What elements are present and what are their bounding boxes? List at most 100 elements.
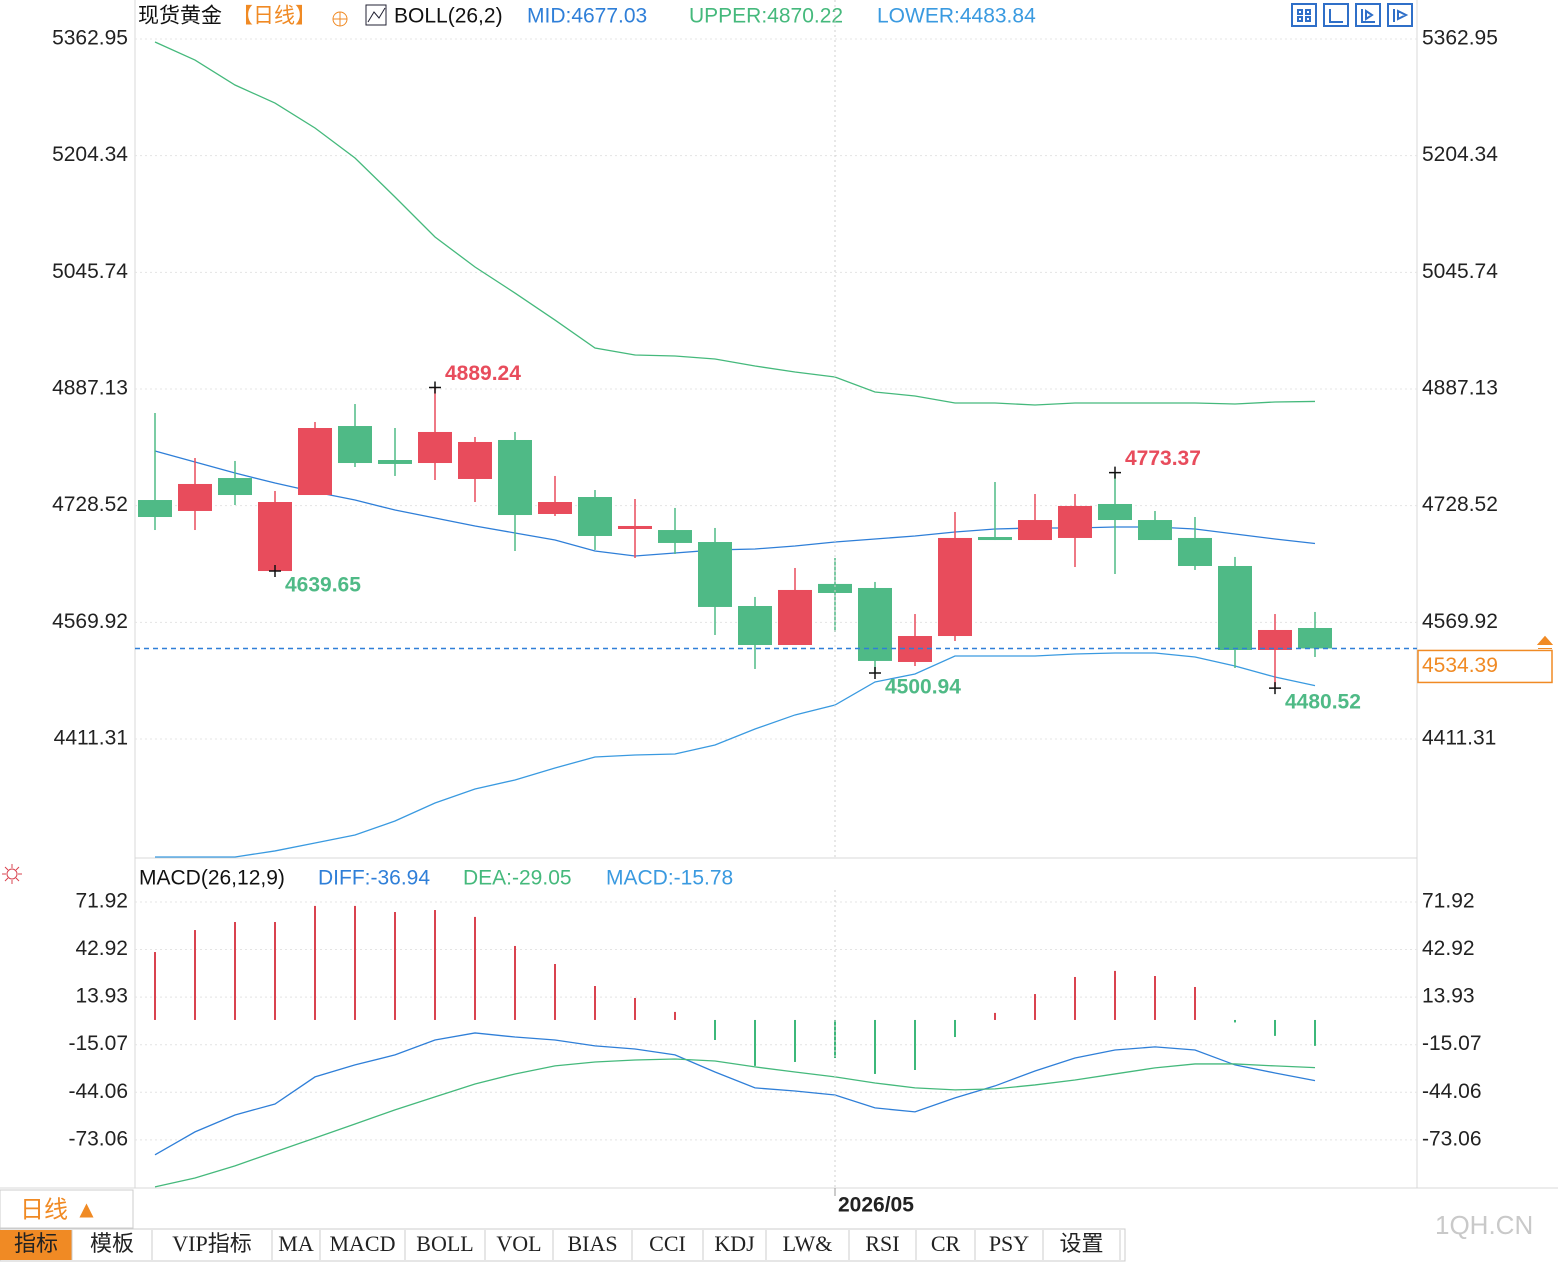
extreme-label: 4889.24 xyxy=(445,362,521,385)
candle-body xyxy=(1258,629,1292,650)
candle-body xyxy=(778,589,812,645)
y-tick-label-right: 4887.13 xyxy=(1422,377,1498,400)
last-price-label: 4534.39 xyxy=(1422,654,1498,677)
toolbar-tab[interactable]: 指标 xyxy=(14,1231,58,1256)
candle-body xyxy=(698,542,732,607)
toolbar-tab[interactable]: 设置 xyxy=(1059,1231,1103,1256)
indicator-line xyxy=(154,1058,1316,1188)
candle-body xyxy=(418,431,452,464)
candle-body xyxy=(618,525,652,529)
toolbar-tab[interactable]: MACD xyxy=(329,1231,395,1256)
toolbar-tab[interactable]: KDJ xyxy=(714,1231,755,1256)
toolbar-tab[interactable]: CCI xyxy=(649,1231,686,1256)
candle-body xyxy=(138,500,172,518)
indicator-name: BOLL(26,2) xyxy=(394,5,503,28)
toolbar-tab[interactable]: LW& xyxy=(783,1231,833,1256)
toolbar-tab[interactable]: VIP指标 xyxy=(172,1231,251,1256)
indicator-line xyxy=(154,1032,1316,1156)
extreme-marker xyxy=(1109,466,1121,479)
legend-diff: DIFF:-36.94 xyxy=(318,867,430,890)
indicator-line xyxy=(155,652,1316,858)
extreme-marker xyxy=(429,381,441,394)
toolbar-tab[interactable]: BIAS xyxy=(567,1231,617,1256)
candle-body xyxy=(1178,537,1212,566)
candle-body xyxy=(178,483,212,511)
y-tick-label-right: -44.06 xyxy=(1422,1080,1482,1103)
y-tick-label-right: -73.06 xyxy=(1422,1127,1482,1150)
legend-mid: MID:4677.03 xyxy=(527,5,647,28)
y-tick-label: 4411.31 xyxy=(54,727,128,750)
instrument-title: 现货黄金 xyxy=(138,5,222,28)
x-tick-label: 2026/05 xyxy=(838,1194,914,1217)
y-tick-label-right: 5362.95 xyxy=(1422,27,1498,50)
extreme-label: 4639.65 xyxy=(285,574,361,597)
last-price-arrow xyxy=(1536,635,1554,649)
y-tick-label: 42.92 xyxy=(75,937,128,960)
indicator-line xyxy=(154,450,1316,557)
frame xyxy=(0,0,1558,1189)
toolbar-bg xyxy=(0,1228,1126,1262)
y-tick-label: -15.07 xyxy=(68,1032,128,1055)
y-tick-label-right: 5045.74 xyxy=(1422,260,1498,283)
toolbar-tab[interactable]: RSI xyxy=(865,1231,899,1256)
toolbar: 指标 模板 VIP指标 MA MACD BOLL VOL BIAS CCI KDJ LW& RSI CR… xyxy=(0,1228,1126,1262)
period-button-box[interactable] xyxy=(0,1189,134,1229)
extreme-marker xyxy=(869,667,881,680)
toolbar-tab[interactable]: PSY xyxy=(989,1231,1029,1256)
candle-body xyxy=(378,460,412,464)
legend-lower: LOWER:4483.84 xyxy=(877,5,1036,28)
y-tick-label: 13.93 xyxy=(75,985,128,1008)
y-tick-label: 5204.34 xyxy=(52,143,128,166)
y-tick-label-right: -15.07 xyxy=(1422,1032,1482,1055)
y-tick-label: 4887.13 xyxy=(52,377,128,400)
extreme-label: 4480.52 xyxy=(1285,691,1361,714)
candle-body xyxy=(1058,505,1092,538)
y-tick-label: 4728.52 xyxy=(52,493,128,516)
extreme-label: 4500.94 xyxy=(885,676,961,699)
candle-body xyxy=(818,583,852,593)
y-tick-label-right: 4411.31 xyxy=(1422,727,1496,750)
y-tick-label: 4569.92 xyxy=(52,610,128,633)
toolbar-tab[interactable]: VOL xyxy=(496,1231,541,1256)
toolbar-tab[interactable]: 模板 xyxy=(90,1231,134,1256)
extreme-label: 4773.37 xyxy=(1125,447,1201,470)
indicator-line xyxy=(154,41,1316,406)
add-icon[interactable] xyxy=(332,11,348,27)
period-label[interactable]: 【日线】 xyxy=(232,5,316,28)
candle-body xyxy=(938,537,972,637)
y-tick-label: 5362.95 xyxy=(52,27,128,50)
extreme-marker xyxy=(1269,682,1281,695)
legend-upper: UPPER:4870.22 xyxy=(689,5,843,28)
candle-body xyxy=(978,537,1012,541)
macd-icon[interactable] xyxy=(2,864,22,884)
candle-body xyxy=(1098,503,1132,521)
boll-icon[interactable] xyxy=(365,4,387,26)
toolbar-tab[interactable]: MA xyxy=(278,1231,314,1256)
period-button[interactable]: 日线 ▲ xyxy=(20,1196,98,1223)
y-tick-label-right: 13.93 xyxy=(1422,985,1475,1008)
candle-body xyxy=(258,502,292,572)
watermark: 1QH.CN xyxy=(1435,1210,1533,1240)
toolbar-icons[interactable] xyxy=(1291,3,1413,27)
extreme-marker xyxy=(269,565,281,578)
candle-body xyxy=(338,426,372,464)
y-tick-label: 71.92 xyxy=(75,889,128,912)
macd-indicator-name: MACD(26,12,9) xyxy=(139,867,285,890)
toolbar-tab[interactable]: CR xyxy=(931,1231,961,1256)
toolbar-tab[interactable]: BOLL xyxy=(416,1231,473,1256)
candle-body xyxy=(738,606,772,645)
tab-selected-bg xyxy=(0,1230,72,1260)
y-tick-label-right: 42.92 xyxy=(1422,937,1475,960)
y-tick-label: 5045.74 xyxy=(52,260,128,283)
y-tick-label-right: 4569.92 xyxy=(1422,610,1498,633)
y-tick-label-right: 5204.34 xyxy=(1422,143,1498,166)
candle-body xyxy=(458,441,492,479)
candle-body xyxy=(658,530,692,543)
y-tick-label: -44.06 xyxy=(68,1080,128,1103)
last-price-box xyxy=(1417,649,1553,684)
candle-body xyxy=(538,502,572,514)
legend-macd: MACD:-15.78 xyxy=(606,867,733,890)
candle-body xyxy=(1218,565,1252,650)
candle-body xyxy=(498,439,532,516)
